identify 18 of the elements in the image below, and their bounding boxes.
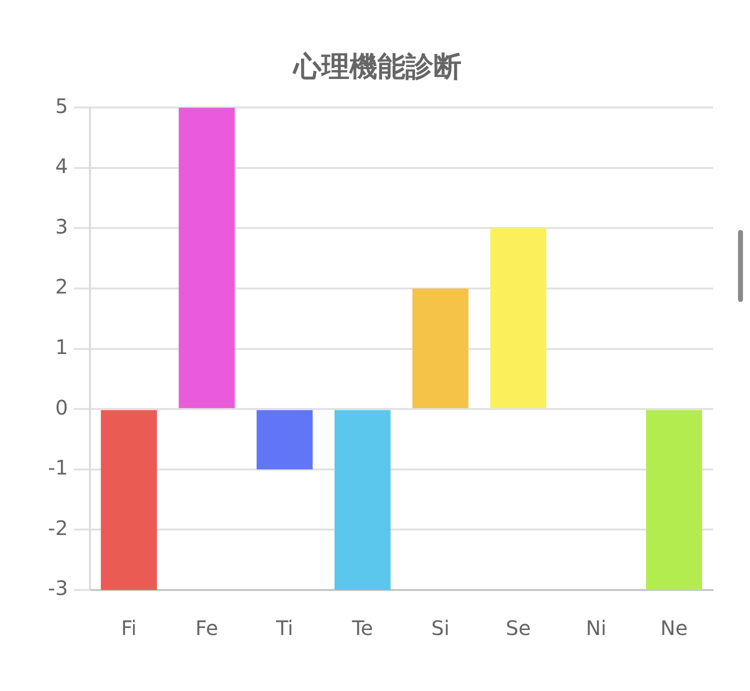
y-tick-label: 1 xyxy=(55,335,68,360)
chart-title: 心理機能診断 xyxy=(292,50,462,84)
y-tick-label: 3 xyxy=(55,214,68,238)
x-tick-label: Ne xyxy=(660,616,688,640)
y-tick-label: 2 xyxy=(55,274,68,299)
x-tick-label: Fi xyxy=(121,616,137,640)
y-tick-label: -1 xyxy=(48,456,68,480)
x-tick-label: Fe xyxy=(195,616,218,640)
y-tick-label: -3 xyxy=(48,576,68,600)
x-tick-label: Se xyxy=(506,616,531,640)
y-tick-label: 5 xyxy=(55,94,68,118)
x-tick-label: Ti xyxy=(275,616,294,640)
y-tick-label: 0 xyxy=(55,395,68,420)
x-tick-label: Ni xyxy=(586,616,606,640)
y-tick-label: 4 xyxy=(55,154,68,178)
x-tick-label: Te xyxy=(350,616,374,640)
y-tick-label: -2 xyxy=(48,516,68,540)
x-tick-label: Si xyxy=(431,616,450,640)
